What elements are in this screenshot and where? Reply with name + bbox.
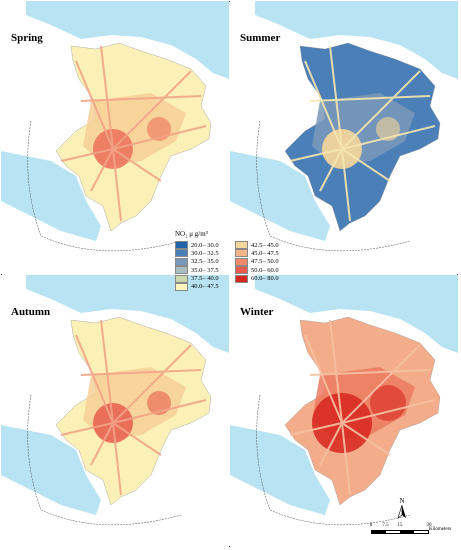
scale-tick: 30 <box>426 523 432 528</box>
legend-label: 30.0– 32.5 <box>191 249 219 257</box>
hotspot-east <box>147 117 171 141</box>
legend-item: 60.0– 80.0 <box>235 274 279 283</box>
legend-label: 20.0– 30.0 <box>191 241 219 249</box>
legend-label: 35.0– 37.5 <box>191 266 219 274</box>
scale-bar-segments <box>371 530 429 534</box>
legend-item: 32.5– 35.0 <box>175 257 219 266</box>
river-water <box>26 275 229 353</box>
scale-unit: Kilometers <box>429 527 452 532</box>
legend-label: 47.5– 50.0 <box>251 258 279 266</box>
legend-swatch <box>235 249 248 258</box>
legend-item: 20.0– 30.0 <box>175 241 219 249</box>
legend-item: 47.5– 50.0 <box>235 257 279 266</box>
legend-swatch <box>175 266 188 275</box>
legend-swatch <box>175 282 188 291</box>
district-boundary <box>256 120 411 252</box>
district-boundary <box>27 394 182 526</box>
map-panel-spring: Spring <box>1 1 229 274</box>
legend-item: 50.0– 60.0 <box>235 266 279 275</box>
lake-water <box>230 425 330 515</box>
legend-label: 37.5– 40.0 <box>191 275 219 283</box>
legend-swatch <box>235 274 248 283</box>
legend-swatch <box>175 274 188 283</box>
legend-item: 35.0– 37.5 <box>175 266 219 275</box>
map-panel-autumn: Autumn <box>1 275 229 548</box>
legend-item: 30.0– 32.5 <box>175 249 219 258</box>
lake-water <box>230 151 330 241</box>
scale-bar: 0 7.5 15 30 Kilometers <box>369 523 451 543</box>
legend-item: 45.0– 47.5 <box>235 249 279 258</box>
legend-label: 60.0– 80.0 <box>251 275 279 283</box>
lake-water <box>1 151 101 241</box>
hotspot-east <box>147 391 171 415</box>
map-panel-summer: Summer <box>230 1 458 274</box>
legend-swatch <box>175 249 188 258</box>
panel-label: Autumn <box>11 306 51 318</box>
legend-swatch <box>235 266 248 275</box>
legend-item: 37.5– 40.0 <box>175 274 219 283</box>
road-network <box>60 319 207 496</box>
hotspot-east <box>370 385 406 421</box>
district-boundary <box>27 120 182 252</box>
legend-label: 42.5– 45.0 <box>251 241 279 249</box>
panel-label: Winter <box>240 306 274 318</box>
legend-label: 32.5– 35.0 <box>191 258 219 266</box>
hotspot-east <box>376 117 400 141</box>
scale-tick: 15 <box>397 523 403 528</box>
legend-swatch <box>235 241 248 249</box>
district-boundary <box>256 394 411 526</box>
legend-label: 40.0– 47.5 <box>191 283 219 291</box>
legend-swatch <box>175 257 188 266</box>
legend-item: 42.5– 45.0 <box>235 241 279 249</box>
map-svg-spring <box>1 1 229 274</box>
panel-label: Spring <box>11 32 43 44</box>
legend-item: 40.0– 47.5 <box>175 282 219 291</box>
river-water <box>255 275 458 353</box>
legend-title: NO₂ μ g/m³ <box>175 230 208 238</box>
north-label: N <box>399 497 405 505</box>
river-water <box>26 1 229 79</box>
river-water <box>255 1 458 79</box>
road-network <box>289 45 436 222</box>
map-svg-summer <box>230 1 458 274</box>
road-network <box>60 45 207 222</box>
road-network <box>289 319 436 496</box>
map-panel-winter: Winter <box>230 275 458 548</box>
map-svg-winter <box>230 275 458 548</box>
map-svg-autumn <box>1 275 229 548</box>
legend-swatch <box>235 257 248 266</box>
scale-tick: 0 <box>369 523 373 528</box>
north-arrow: N <box>395 497 409 519</box>
legend: NO₂ μ g/m³ 20.0– 30.0 30.0– 32.5 32.5– 35.… <box>172 230 296 291</box>
north-arrow-icon <box>397 504 406 519</box>
legend-label: 45.0– 47.5 <box>251 249 279 257</box>
scale-tick: 7.5 <box>382 523 389 528</box>
panel-label: Summer <box>240 32 281 44</box>
legend-label: 50.0– 60.0 <box>251 266 279 274</box>
legend-swatch <box>175 241 188 249</box>
lake-water <box>1 425 101 515</box>
